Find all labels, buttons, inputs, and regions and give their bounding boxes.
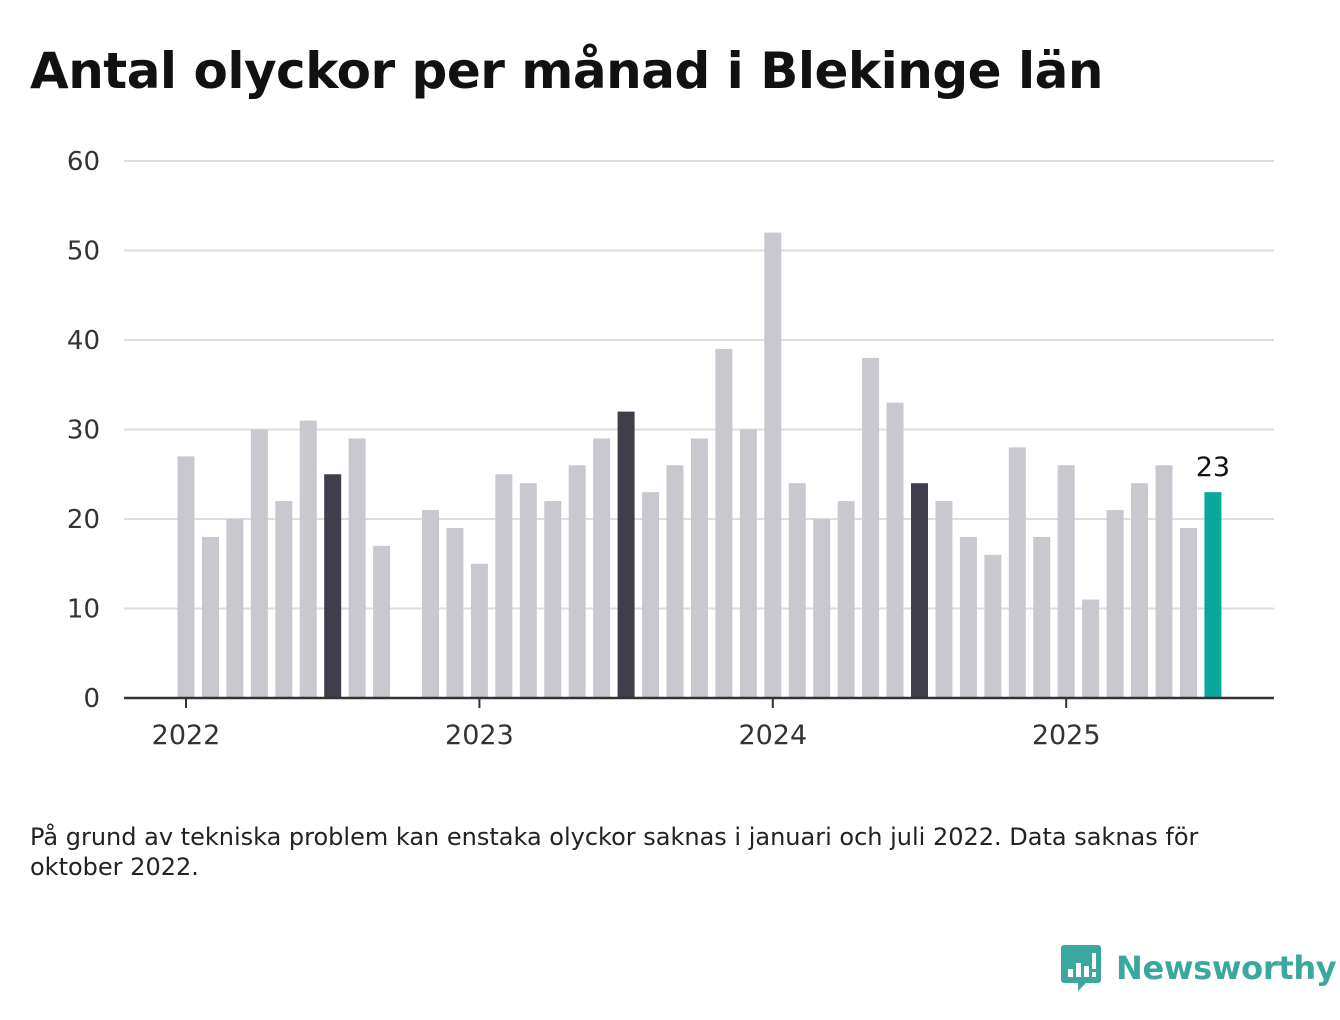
footnote: På grund av tekniska problem kan enstaka… [30,823,1199,881]
y-axis-ticks: 0 10 20 30 40 50 60 [67,147,100,714]
page-title: Antal olyckor per månad i Blekinge län [30,42,1103,100]
x-tick-label: 2024 [738,720,807,751]
bar-chart-speech-bubble-icon [1061,945,1101,991]
data-label: 23 [1196,452,1230,483]
bar-2023-04 [544,501,562,698]
bar-2023-07 [617,411,635,698]
bar-2023-10 [690,438,708,698]
bar-2024-01 [764,232,782,698]
y-tick-label: 20 [67,505,100,535]
bars [177,232,1222,698]
bar-2024-04 [837,501,855,698]
bar-2022-01 [177,456,195,698]
brand-name: Newsworthy [1116,949,1337,987]
x-tick-label: 2023 [445,720,514,751]
bar-2024-02 [788,483,806,698]
bar-2023-11 [715,348,733,698]
y-tick-label: 40 [67,326,100,356]
bar-2024-08 [935,501,953,698]
bar-2025-01 [1057,465,1075,698]
bar-2022-04 [250,429,268,698]
bar-2025-07 [1204,492,1222,698]
x-tick-label: 2025 [1032,720,1101,751]
bar-2022-08 [348,438,366,698]
bar-2022-09 [373,545,391,698]
bar-2022-06 [299,420,317,698]
bar-2025-05 [1155,465,1173,698]
bar-2023-08 [642,492,660,698]
y-tick-label: 10 [67,595,100,625]
bar-2025-04 [1131,483,1149,698]
bar-chart: 0 10 20 30 40 50 60 2022 2023 2024 2025 23 [67,147,1274,751]
x-axis-ticks: 2022 2023 2024 2025 [152,698,1101,751]
y-tick-label: 30 [67,416,100,446]
bar-2023-06 [593,438,611,698]
bar-2024-11 [1008,447,1026,698]
bar-2024-12 [1033,536,1051,698]
bar-2024-05 [862,357,880,698]
bar-2022-07 [324,474,342,698]
bar-2024-03 [813,519,831,698]
bar-2023-03 [519,483,537,698]
data-labels: 23 [1196,452,1230,483]
bar-2023-05 [568,465,586,698]
bar-2024-06 [886,402,904,698]
bar-2024-07 [911,483,928,698]
y-tick-label: 60 [67,147,100,177]
bar-2023-02 [495,474,513,698]
bar-2024-10 [984,554,1002,698]
bar-2022-03 [226,519,244,698]
brand-logo[interactable]: Newsworthy [1060,940,1337,996]
bar-2025-06 [1179,527,1197,698]
bar-2025-02 [1082,599,1100,698]
bar-2023-09 [666,465,684,698]
bar-2023-12 [739,429,757,698]
bar-2022-02 [201,536,219,698]
y-tick-label: 0 [83,684,100,714]
bar-2024-09 [959,536,977,698]
bar-2022-05 [275,501,293,698]
y-tick-label: 50 [67,237,100,267]
bar-2025-03 [1106,510,1124,698]
bar-2022-12 [446,527,464,698]
bar-2023-01 [470,563,488,698]
bar-2022-11 [422,510,439,698]
x-tick-label: 2022 [152,720,221,751]
